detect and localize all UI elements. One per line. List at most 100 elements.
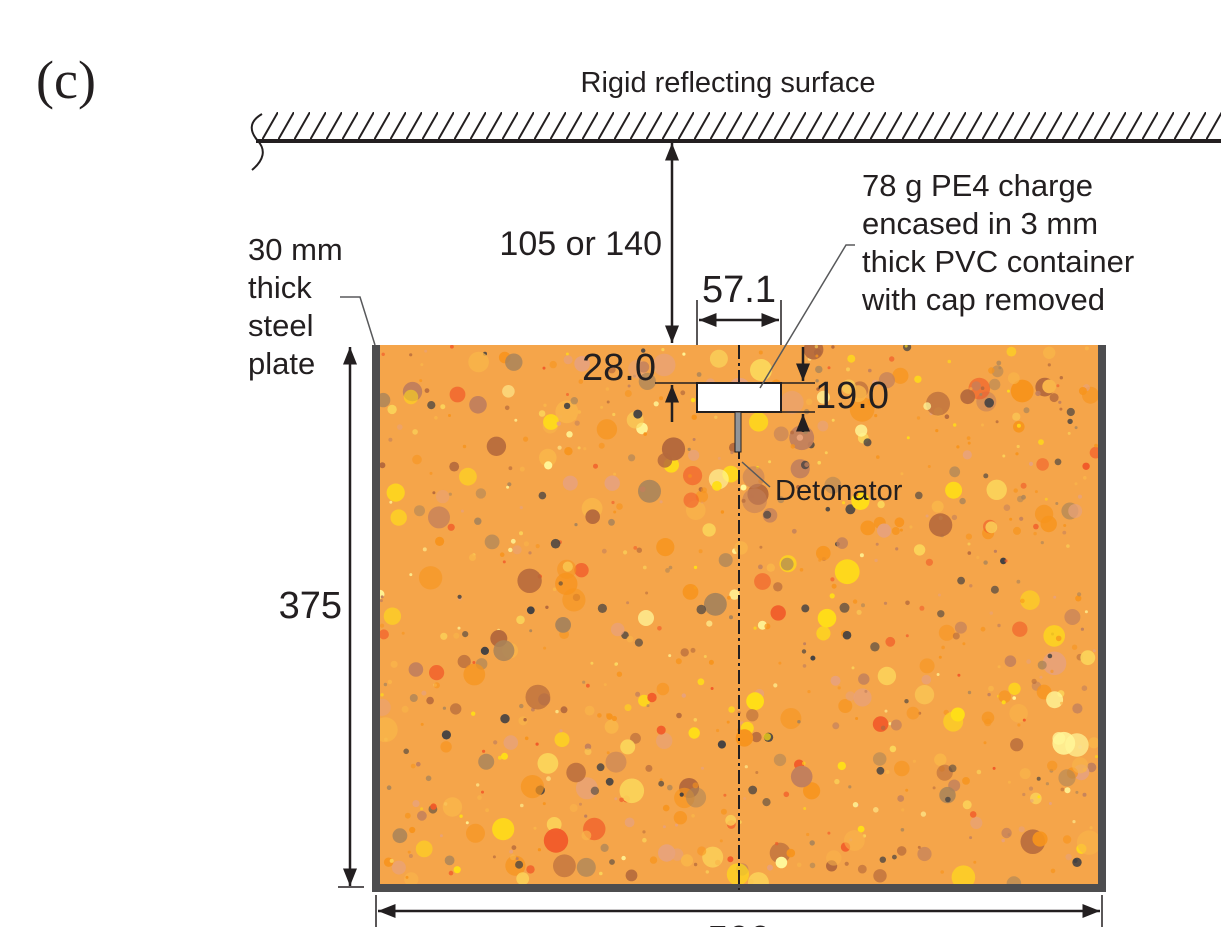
particle — [477, 795, 482, 800]
particle — [771, 605, 786, 620]
particle — [1019, 826, 1025, 832]
particle — [909, 525, 912, 528]
particle — [688, 450, 699, 461]
particle — [998, 366, 1001, 369]
particle — [991, 586, 999, 594]
particle — [543, 367, 546, 370]
particle — [558, 446, 562, 450]
particle — [940, 870, 944, 874]
particle — [764, 733, 771, 740]
particle — [998, 665, 1001, 668]
particle — [645, 592, 648, 595]
particle — [836, 537, 848, 549]
particle — [907, 707, 920, 720]
particle — [913, 760, 916, 763]
particle — [619, 798, 624, 803]
particle — [949, 466, 960, 477]
particle — [953, 633, 960, 640]
particle — [1060, 376, 1063, 379]
particle — [843, 631, 852, 640]
particle — [550, 361, 557, 368]
particle — [1043, 347, 1055, 359]
particle — [907, 436, 910, 439]
particle — [926, 559, 933, 566]
particle — [810, 656, 815, 661]
particle — [416, 841, 433, 858]
particle — [1075, 426, 1078, 429]
particle — [390, 859, 394, 863]
particle — [1050, 393, 1059, 402]
particle — [424, 350, 427, 353]
particle — [409, 353, 412, 356]
particle — [620, 739, 635, 754]
particle — [1088, 737, 1099, 748]
particle — [1002, 455, 1005, 458]
particle — [718, 457, 721, 460]
particle — [1067, 419, 1072, 424]
particle — [654, 401, 659, 406]
particle — [597, 763, 605, 771]
particle — [1056, 384, 1059, 387]
particle — [647, 693, 656, 702]
particle — [957, 577, 965, 585]
particle — [653, 354, 676, 377]
particle — [988, 367, 994, 373]
particle — [1029, 787, 1033, 791]
particle — [656, 538, 674, 556]
particle — [617, 672, 622, 677]
particle — [691, 648, 696, 653]
particle — [440, 834, 443, 837]
particle — [941, 646, 945, 650]
particle — [803, 807, 806, 810]
particle — [818, 421, 829, 432]
particle — [384, 683, 387, 686]
particle — [750, 359, 772, 381]
particle — [582, 831, 592, 841]
particle — [816, 626, 830, 640]
charge — [697, 383, 781, 412]
particle — [897, 795, 904, 802]
particle — [816, 546, 831, 561]
particle — [688, 448, 691, 451]
particle — [605, 476, 620, 491]
particle — [791, 766, 813, 788]
particle — [981, 424, 984, 427]
particle — [379, 629, 389, 639]
particle — [611, 501, 614, 504]
particle — [607, 401, 610, 404]
particle — [647, 704, 650, 707]
particle — [846, 367, 850, 371]
particle — [884, 602, 887, 605]
particle — [832, 419, 835, 422]
particle — [409, 573, 412, 576]
particle — [566, 763, 586, 783]
particle — [948, 360, 952, 364]
particle — [1008, 781, 1011, 784]
particle — [487, 437, 506, 456]
leader-line — [340, 297, 375, 345]
particle — [832, 722, 839, 729]
particle — [755, 771, 758, 774]
particle — [1055, 459, 1062, 466]
particle — [706, 870, 709, 873]
particle — [408, 851, 411, 854]
particle — [423, 547, 427, 551]
particle — [826, 850, 841, 865]
particle — [392, 861, 406, 875]
particle — [425, 388, 430, 393]
particle — [426, 697, 434, 705]
particle — [970, 817, 982, 829]
particle — [838, 686, 841, 689]
particle — [1081, 628, 1084, 631]
particle — [515, 861, 523, 869]
particle — [721, 510, 724, 513]
particle — [638, 610, 654, 626]
particle — [1001, 828, 1011, 838]
particle — [1083, 476, 1087, 480]
particle — [943, 712, 963, 732]
particle — [650, 856, 657, 863]
particle — [969, 387, 972, 390]
particle — [430, 472, 433, 475]
particle — [1041, 541, 1044, 544]
particle — [968, 551, 972, 555]
